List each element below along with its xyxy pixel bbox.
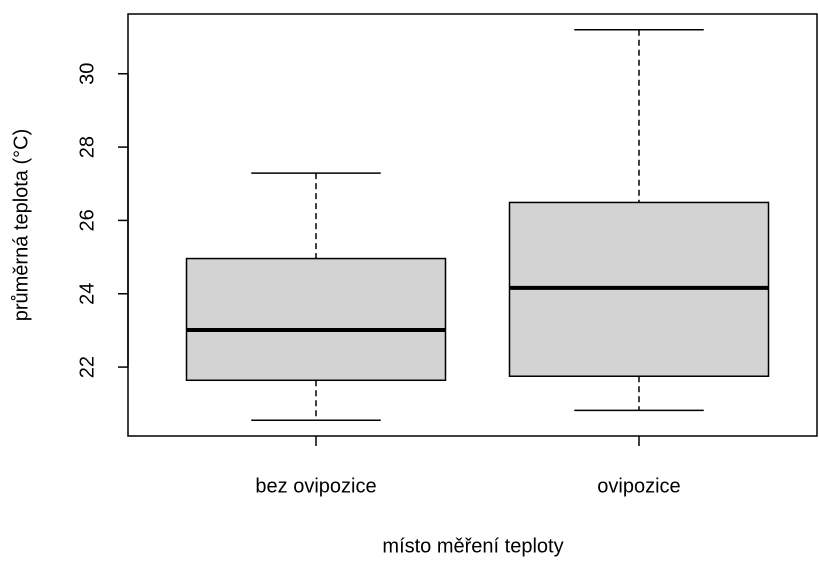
y-tick-label: 26	[76, 209, 98, 231]
y-tick-label: 30	[76, 63, 98, 85]
y-tick-label: 28	[76, 136, 98, 158]
y-axis-label: průměrná teplota (°C)	[10, 129, 32, 322]
y-tick-label: 22	[76, 356, 98, 378]
x-tick-label: bez ovipozice	[255, 475, 376, 497]
x-axis-label: místo měření teploty	[382, 535, 563, 557]
y-tick-label: 24	[76, 283, 98, 305]
box	[185, 257, 447, 382]
x-tick-label: ovipozice	[597, 475, 680, 497]
